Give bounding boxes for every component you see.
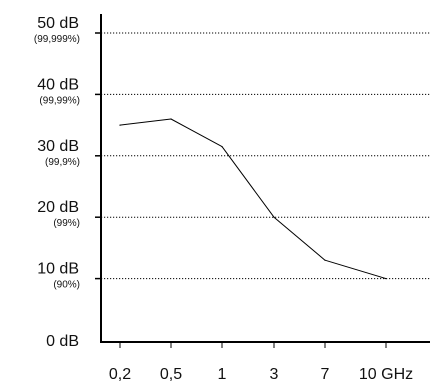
x-tick-label: 1	[218, 366, 227, 381]
x-tick-label: 3	[270, 366, 279, 381]
x-tick-label: 0,2	[109, 366, 131, 381]
x-tick-label: 0,5	[160, 366, 182, 381]
data-point	[273, 216, 275, 218]
x-axis-ticks: 0,2 0,5 1 3 7 10 GHz	[109, 342, 413, 381]
x-tick-label: 7	[321, 366, 330, 381]
data-point	[385, 278, 387, 280]
data-point	[170, 118, 172, 120]
series-line	[119, 118, 387, 280]
y-tick-label: 10 dB	[37, 261, 79, 278]
y-tick-sublabel: (99%)	[53, 218, 80, 229]
y-tick-label: 20 dB	[37, 199, 79, 216]
series-layer	[119, 118, 387, 280]
horizontal-gridlines	[101, 32, 430, 280]
axes	[100, 14, 430, 343]
y-tick-sublabel: (90%)	[53, 280, 80, 291]
data-point	[119, 124, 121, 126]
y-tick-label: 40 dB	[37, 76, 79, 93]
x-tick-label: 10 GHz	[359, 366, 413, 381]
data-point	[324, 259, 326, 261]
y-tick-label: 50 dB	[37, 15, 79, 32]
y-tick-label: 30 dB	[37, 138, 79, 155]
y-tick-label: 0 dB	[46, 333, 79, 350]
y-axis-ticks: 0 dB 10 dB (90%) 20 dB (99%) 30 dB (99,9%) 40 d…	[34, 15, 102, 350]
y-tick-sublabel: (99,9%)	[45, 157, 80, 168]
y-tick-sublabel: (99,999%)	[34, 34, 80, 45]
y-tick-sublabel: (99,99%)	[39, 95, 80, 106]
data-point	[221, 145, 223, 148]
